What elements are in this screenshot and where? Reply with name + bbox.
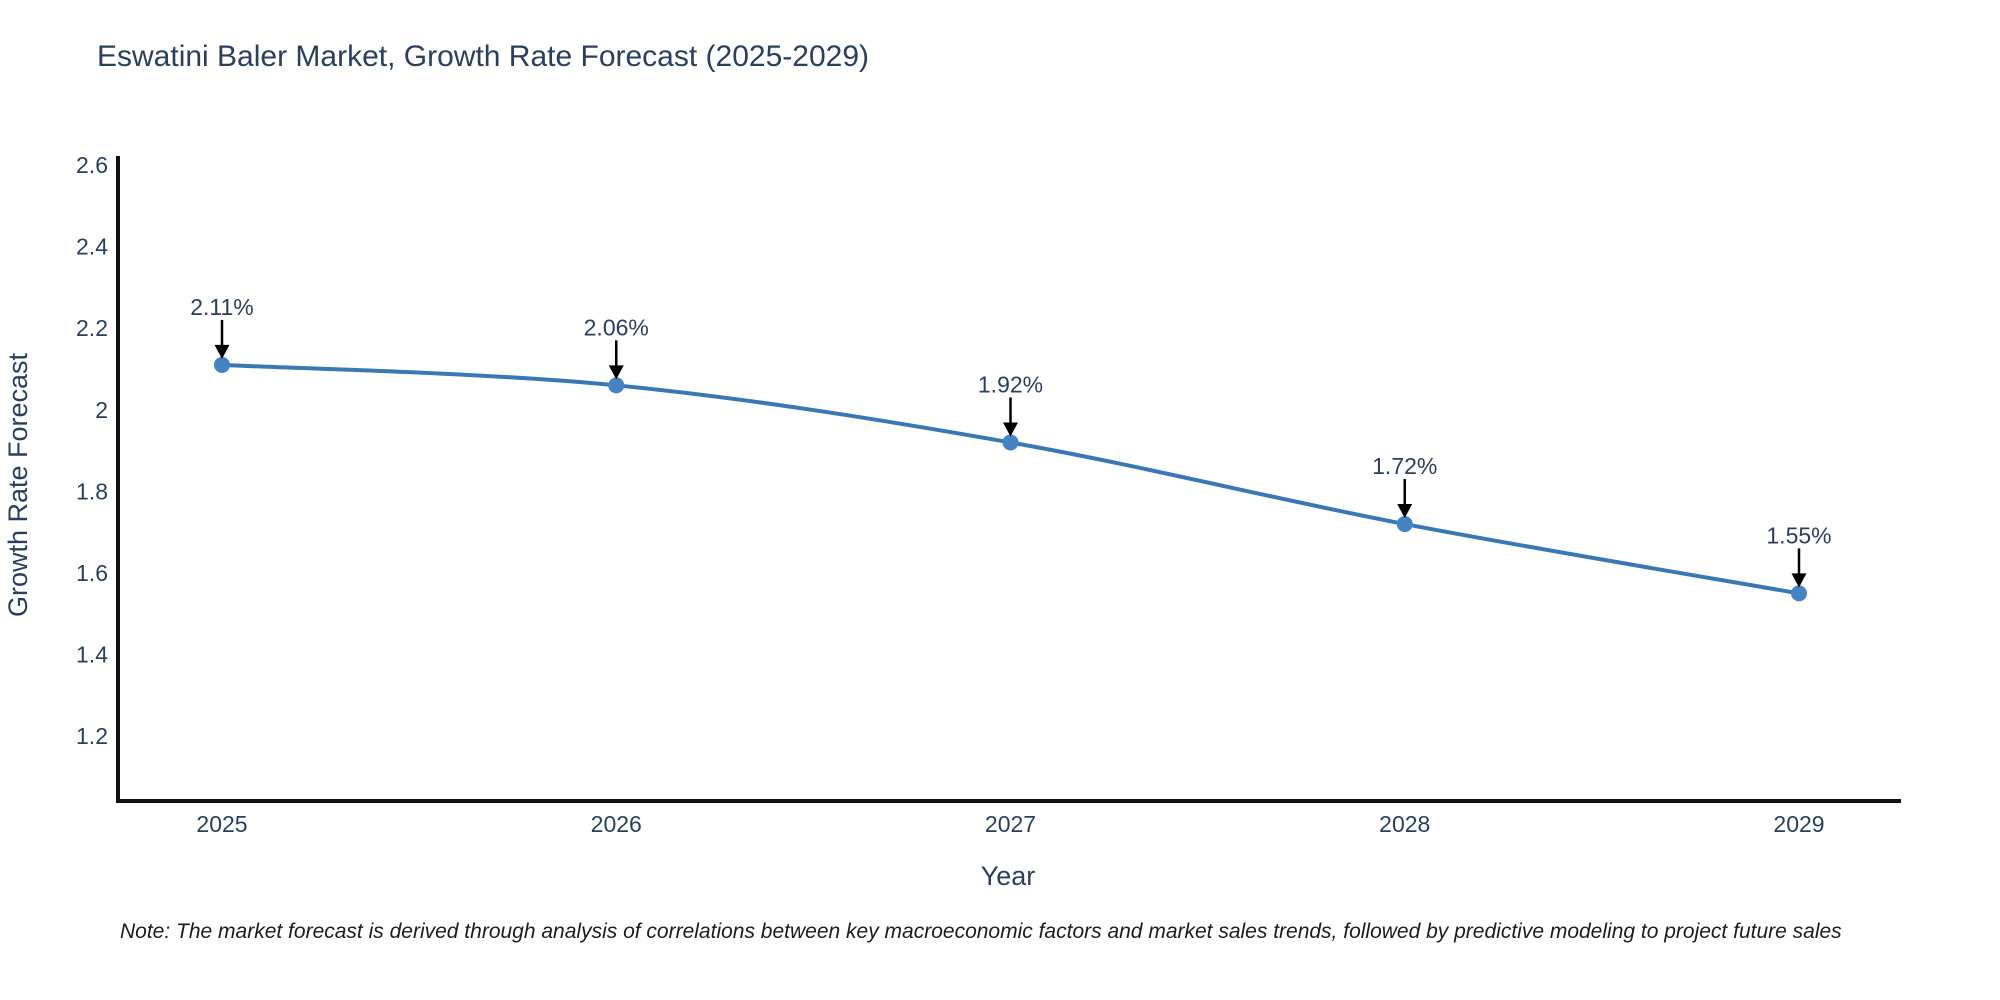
- x-tick-label: 2026: [591, 811, 642, 837]
- data-point-marker[interactable]: [1002, 434, 1019, 451]
- x-tick-label: 2027: [985, 811, 1036, 837]
- annotation-arrowhead-icon: [214, 344, 230, 359]
- data-point-marker[interactable]: [1791, 585, 1807, 602]
- annotation-arrowhead-icon: [1397, 504, 1413, 519]
- footnote: Note: The market forecast is derived thr…: [120, 920, 1842, 943]
- annotation-arrowhead-icon: [1791, 573, 1807, 588]
- annotation-arrowhead-icon: [1003, 422, 1018, 437]
- x-tick-label: 2025: [196, 811, 247, 837]
- data-point-marker[interactable]: [214, 356, 230, 373]
- x-tick-label: 2028: [1379, 811, 1430, 837]
- point-annotation-label: 2.06%: [584, 314, 649, 340]
- x-axis-ticks: 2025 2026 2027 2028 2029: [196, 811, 1824, 837]
- y-tick-label: 2.6: [76, 152, 108, 178]
- data-points: [214, 356, 1807, 602]
- chart-title: Eswatini Baler Market, Growth Rate Forec…: [97, 40, 869, 73]
- data-point-marker[interactable]: [1396, 516, 1413, 533]
- point-annotation-label: 2.11%: [190, 294, 254, 320]
- y-tick-label: 1.8: [76, 478, 108, 504]
- point-annotation-label: 1.92%: [978, 371, 1043, 397]
- y-axis-title: Growth Rate Forecast: [3, 352, 33, 617]
- data-point-marker[interactable]: [608, 377, 625, 394]
- x-axis-title: Year: [981, 861, 1036, 891]
- y-tick-label: 1.2: [76, 723, 108, 749]
- y-tick-label: 1.6: [76, 560, 108, 586]
- point-annotation-label: 1.72%: [1372, 453, 1437, 479]
- y-axis-ticks: 2.6 2.4 2.2 2 1.8 1.6 1.4 1.2: [76, 152, 108, 749]
- x-tick-label: 2029: [1773, 811, 1824, 837]
- y-tick-label: 2.4: [76, 234, 108, 260]
- y-tick-label: 2.2: [76, 315, 108, 341]
- point-annotation-label: 1.55%: [1766, 522, 1831, 548]
- point-annotations: 2.11% 2.06% 1.92% 1.72% 1.55%: [190, 294, 1832, 588]
- annotation-arrowhead-icon: [608, 365, 624, 380]
- y-tick-label: 2: [95, 397, 108, 423]
- y-tick-label: 1.4: [76, 642, 108, 668]
